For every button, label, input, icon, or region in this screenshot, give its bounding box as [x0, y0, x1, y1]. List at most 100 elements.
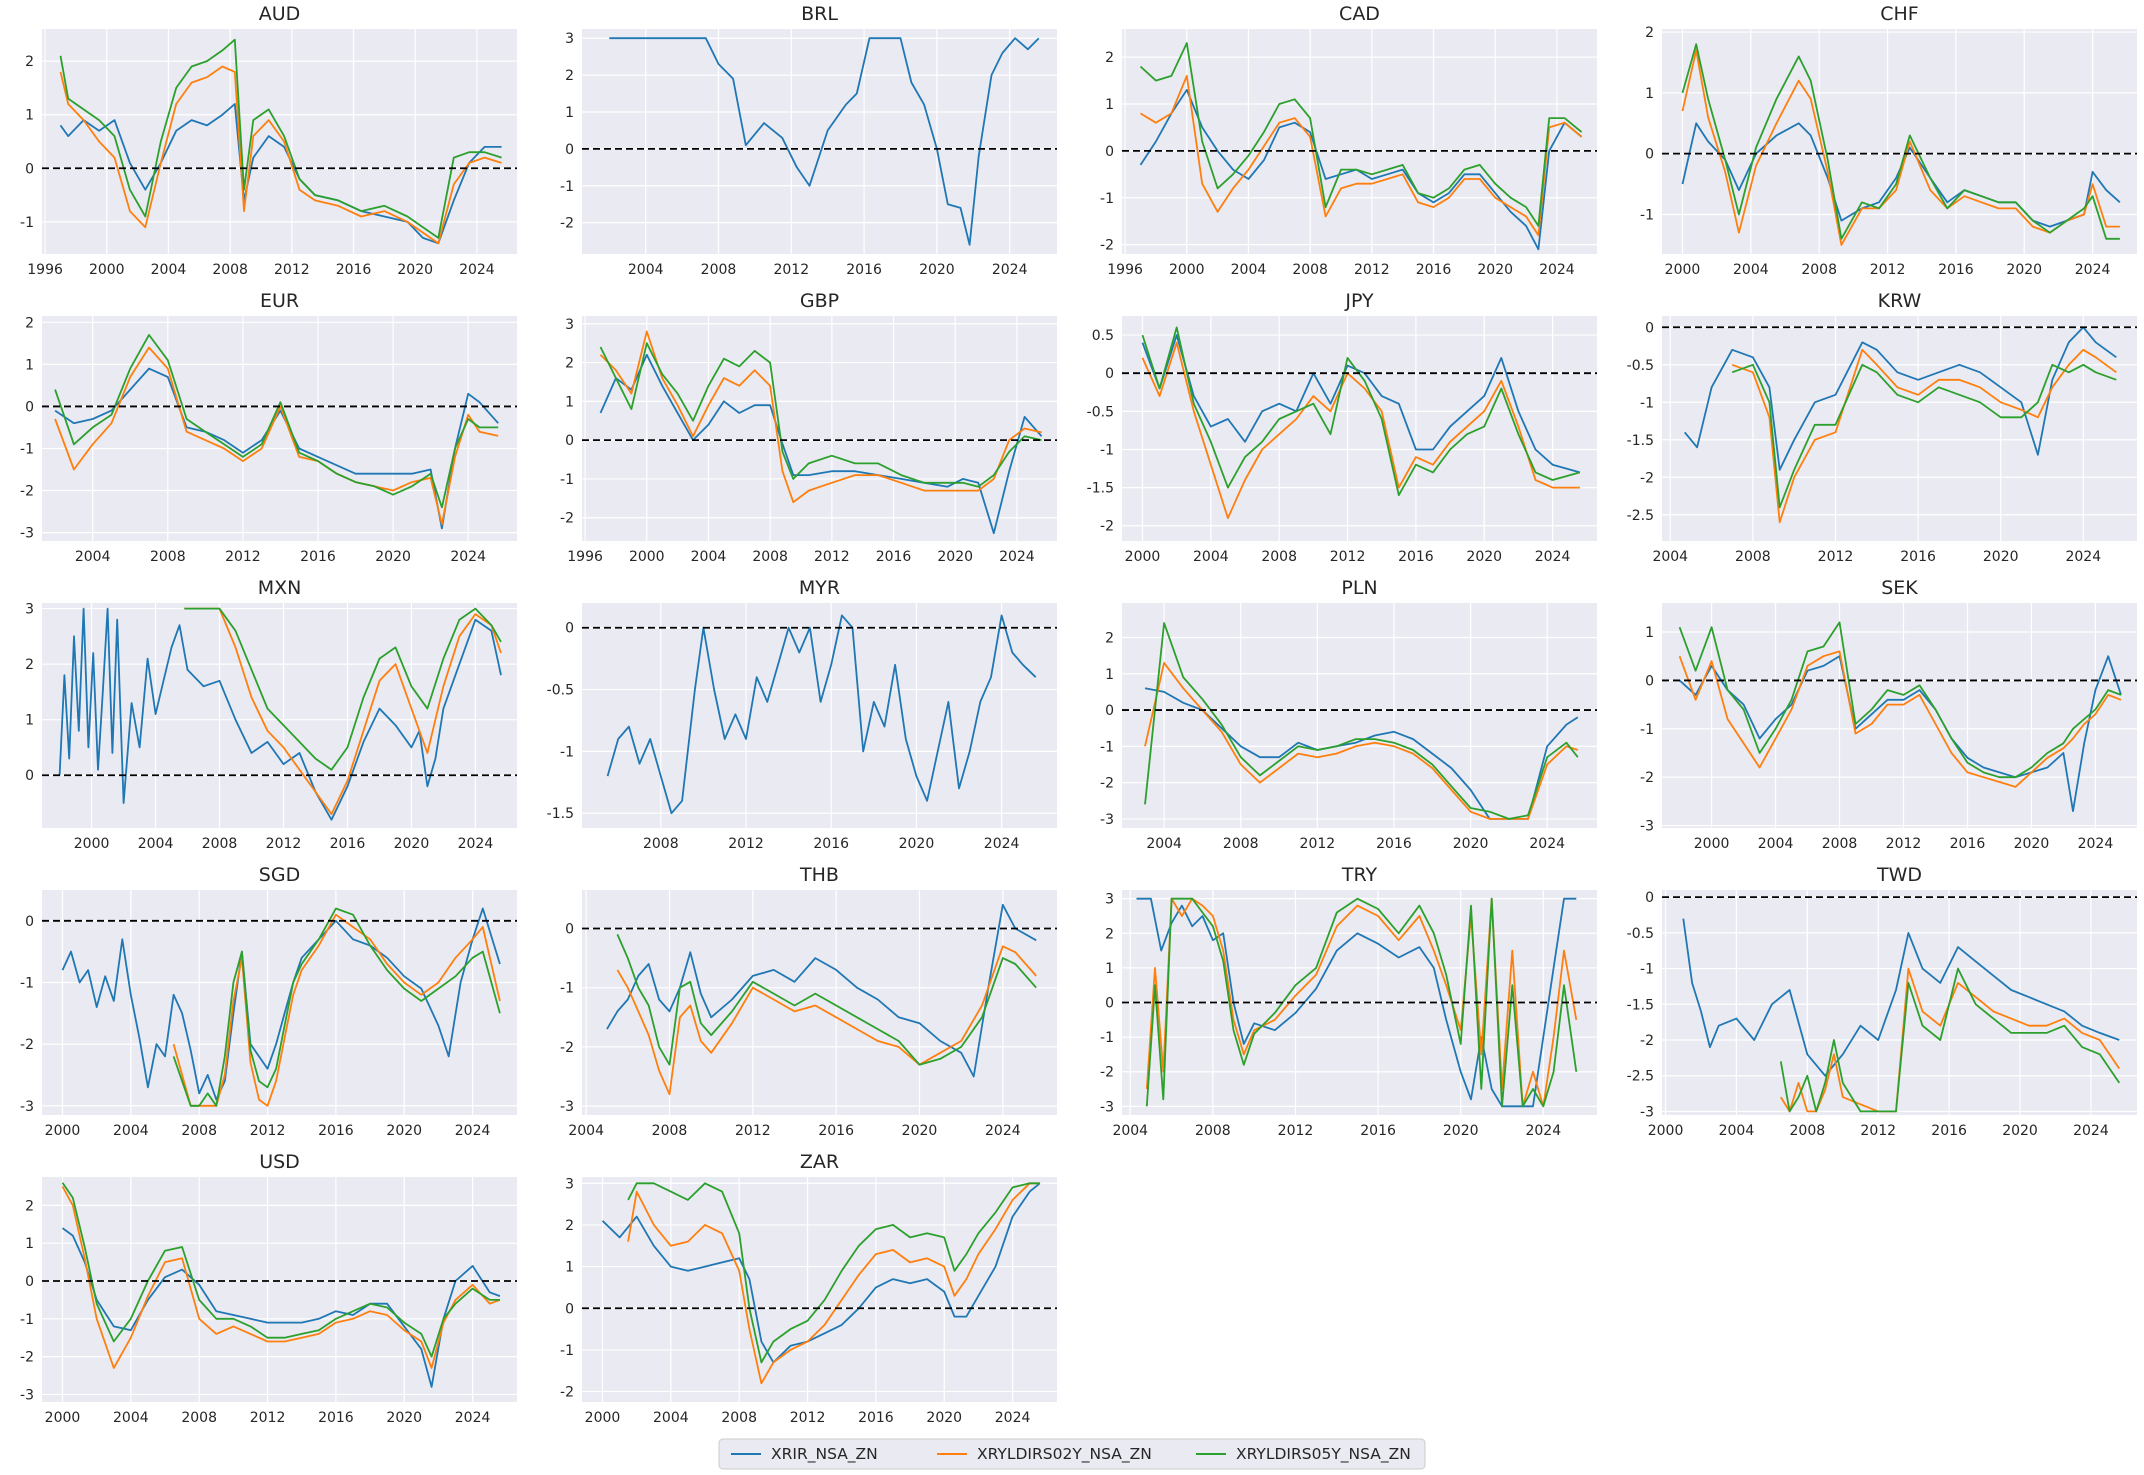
y-tick-label: -2 — [1100, 238, 1114, 254]
panel-jpy: 2000 2004 2008 2012 2016 2020 2024 -2 -1.5 -1 -0.5… — [1087, 290, 1597, 565]
panel-chf: 2000 2004 2008 2012 2016 2020 2024 -1 0 1 2 CHF — [1640, 3, 2137, 278]
x-tick-label: 2016 — [1938, 262, 1974, 278]
y-tick-label: 1 — [1105, 961, 1114, 977]
x-tick-label: 2000 — [89, 262, 125, 278]
y-tick-label: 2 — [565, 356, 574, 372]
x-tick-label: 2020 — [386, 1410, 422, 1426]
y-tick-label: 0 — [1105, 144, 1114, 160]
x-tick-label: 2024 — [985, 1123, 1021, 1139]
panel-gbp: 1996 2000 2004 2008 2012 2016 2020 2024 -2 -1 0 1 2 3… — [560, 290, 1057, 565]
series-line-xrir-nsa-zn — [599, 353, 1043, 535]
x-tick-label: 2004 — [691, 549, 727, 565]
y-tick-label: -3 — [20, 1099, 34, 1115]
x-tick-label: 2020 — [899, 836, 935, 852]
x-tick-label: 1996 — [567, 549, 603, 565]
series-line-xryldirs05y-nsa-zn — [184, 607, 502, 771]
y-tick-label: 1 — [565, 105, 574, 121]
y-tick-label: 0.5 — [1092, 328, 1114, 344]
x-tick-label: 2012 — [1278, 1123, 1314, 1139]
y-tick-label: -2 — [560, 216, 574, 232]
x-tick-label: 2024 — [1535, 549, 1571, 565]
x-tick-label: 2020 — [2002, 1123, 2038, 1139]
y-tick-label: -1 — [560, 179, 574, 195]
plot-area-sek — [1662, 603, 2137, 828]
x-tick-label: 2020 — [926, 1410, 962, 1426]
x-tick-label: 2024 — [458, 836, 494, 852]
y-tick-label: -2 — [560, 1040, 574, 1056]
x-tick-label: 2012 — [1330, 549, 1366, 565]
y-tick-label: -1.5 — [547, 806, 574, 822]
series-line-xrir-nsa-zn — [59, 103, 502, 245]
panel-title: GBP — [800, 290, 839, 312]
series-line-xrir-nsa-zn — [601, 1182, 1041, 1364]
y-tick-label: 0 — [1645, 673, 1654, 689]
y-tick-label: -1 — [1100, 442, 1114, 458]
y-tick-label: 0 — [565, 1301, 574, 1317]
x-tick-label: 2020 — [1443, 1123, 1479, 1139]
y-tick-label: 2 — [1105, 630, 1114, 646]
y-tick-label: 1 — [1645, 625, 1654, 641]
panel-pln: 2004 2008 2012 2016 2020 2024 -3 -2 -1 0 1 2 PLN — [1100, 577, 1597, 852]
x-tick-label: 2004 — [1733, 262, 1769, 278]
y-tick-label: 2 — [25, 54, 34, 70]
y-tick-label: 0 — [1105, 996, 1114, 1012]
x-tick-label: 2008 — [643, 836, 679, 852]
y-tick-label: -2.5 — [1627, 1069, 1654, 1085]
y-tick-label: -3 — [1100, 812, 1114, 828]
series-line-xryldirs02y-nsa-zn — [599, 330, 1042, 504]
panel-title: USD — [259, 1151, 300, 1173]
x-tick-label: 2012 — [274, 262, 310, 278]
plot-area-gbp — [582, 316, 1057, 541]
x-tick-label: 2024 — [2065, 549, 2101, 565]
panel-title: MYR — [799, 577, 840, 599]
x-tick-label: 2008 — [1261, 549, 1297, 565]
legend-label-xryldirs02y: XRYLDIRS02Y_NSA_ZN — [977, 1445, 1152, 1464]
x-tick-label: 2020 — [386, 1123, 422, 1139]
panel-title: CAD — [1339, 3, 1380, 25]
x-tick-label: 2024 — [450, 549, 486, 565]
series-line-xrir-nsa-zn — [1684, 326, 2117, 471]
x-tick-label: 2004 — [1719, 1123, 1755, 1139]
x-tick-label: 2000 — [74, 836, 110, 852]
panel-aud: 1996 2000 2004 2008 2012 2016 2020 2024 -1 0 1 2 AUD — [20, 3, 517, 278]
panel-sgd: 2000 2004 2008 2012 2016 2020 2024 -3 -2 -1 0 SGD — [20, 864, 517, 1139]
x-tick-label: 2016 — [1900, 549, 1936, 565]
x-tick-label: 2012 — [1870, 262, 1906, 278]
y-tick-label: -1 — [20, 975, 34, 991]
x-tick-label: 2000 — [45, 1123, 81, 1139]
x-tick-label: 2016 — [300, 549, 336, 565]
x-tick-label: 2000 — [45, 1410, 81, 1426]
y-tick-label: 1 — [1645, 86, 1654, 102]
x-tick-label: 2016 — [1950, 836, 1986, 852]
y-tick-label: -1 — [20, 1312, 34, 1328]
x-tick-label: 2008 — [1195, 1123, 1231, 1139]
y-tick-label: 2 — [1105, 50, 1114, 66]
x-tick-label: 2016 — [318, 1410, 354, 1426]
x-tick-label: 2016 — [1398, 549, 1434, 565]
y-tick-label: 0 — [565, 921, 574, 937]
series-line-xryldirs05y-nsa-zn — [172, 907, 501, 1107]
x-tick-label: 2008 — [212, 262, 248, 278]
panel-thb: 2004 2008 2012 2016 2020 2024 -3 -2 -1 0 THB — [560, 864, 1057, 1139]
x-tick-label: 2012 — [790, 1410, 826, 1426]
x-tick-label: 2004 — [75, 549, 111, 565]
x-tick-label: 2016 — [876, 549, 912, 565]
x-tick-label: 2008 — [1735, 549, 1771, 565]
series-line-xrir-nsa-zn — [1139, 89, 1583, 251]
x-tick-label: 2012 — [1354, 262, 1390, 278]
y-tick-label: 0 — [1645, 890, 1654, 906]
x-tick-label: 2012 — [1860, 1123, 1896, 1139]
y-tick-label: -3 — [1100, 1099, 1114, 1115]
series-line-xryldirs02y-nsa-zn — [1678, 650, 2122, 788]
y-tick-label: -2 — [1100, 519, 1114, 535]
panel-title: ZAR — [800, 1151, 839, 1173]
x-tick-label: 2012 — [225, 549, 261, 565]
y-tick-label: -2 — [1640, 470, 1654, 486]
y-tick-label: -1 — [1640, 207, 1654, 223]
x-tick-label: 2000 — [1665, 262, 1701, 278]
y-tick-label: 2 — [565, 1218, 574, 1234]
y-tick-label: 0 — [25, 768, 34, 784]
x-tick-label: 2012 — [728, 836, 764, 852]
series-line-xryldirs05y-nsa-zn — [616, 934, 1037, 1066]
x-tick-label: 2016 — [318, 1123, 354, 1139]
